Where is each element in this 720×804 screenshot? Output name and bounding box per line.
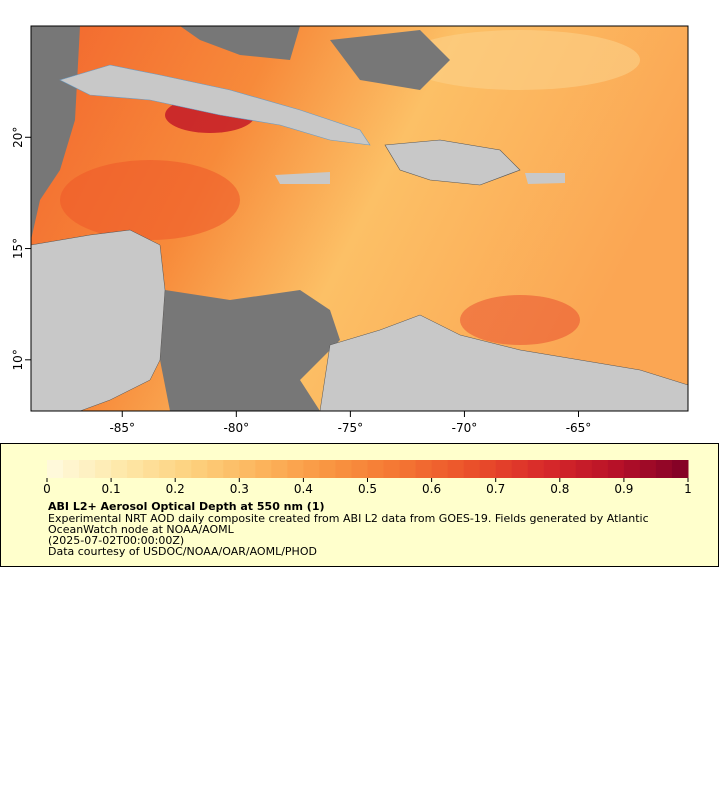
- colorbar-swatch: [47, 460, 64, 478]
- colorbar-swatch: [63, 460, 80, 478]
- y-tick-label: 20°: [11, 127, 25, 148]
- colorbar-swatch: [447, 460, 465, 478]
- colorbar-swatch: [79, 460, 96, 478]
- aod-area: [60, 160, 240, 240]
- colorbar-tick-label: 0.6: [422, 482, 441, 496]
- no-data: [160, 290, 340, 411]
- colorbar-swatch: [607, 460, 625, 478]
- colorbar-swatch: [591, 460, 609, 478]
- colorbar-swatch: [95, 460, 112, 478]
- colorbar: 0 0.1 0.2 0.3 0.4 0.5 0.6 0.7 0.8 0.9 1: [43, 460, 692, 496]
- map-raster: [30, 25, 689, 412]
- colorbar-swatch: [143, 460, 160, 478]
- colorbar-swatch: [495, 460, 513, 478]
- colorbar-swatch: [623, 460, 641, 478]
- colorbar-swatch: [367, 460, 385, 478]
- x-tick-label: -65°: [566, 421, 592, 435]
- colorbar-swatch: [175, 460, 192, 478]
- colorbar-tick-label: 0.1: [102, 482, 121, 496]
- colorbar-tick-label: 0.7: [486, 482, 505, 496]
- y-tick-label: 10°: [11, 349, 25, 370]
- colorbar-swatch: [287, 460, 304, 478]
- x-tick-label: -70°: [452, 421, 478, 435]
- colorbar-swatch: [511, 460, 529, 478]
- no-data: [180, 26, 450, 90]
- colorbar-tick-label: 0.3: [230, 482, 249, 496]
- colorbar-swatch: [543, 460, 561, 478]
- legend-line: Data courtesy of USDOC/NOAA/OAR/AOML/PHO…: [48, 545, 317, 558]
- colorbar-swatch: [303, 460, 320, 478]
- colorbar-tick-label: 0.4: [294, 482, 313, 496]
- colorbar-swatch: [655, 460, 673, 478]
- colorbar-swatch: [319, 460, 336, 478]
- x-tick-label: -75°: [338, 421, 364, 435]
- x-tick-label: -85°: [109, 421, 135, 435]
- axes: -85° -80° -75° -70° -65° 10° 15° 20°: [11, 127, 591, 435]
- colorbar-tick-label: 0.5: [358, 482, 377, 496]
- colorbar-tick-label: 1: [684, 482, 692, 496]
- colorbar-swatch: [127, 460, 144, 478]
- colorbar-swatch: [463, 460, 481, 478]
- land-hispaniola: [384, 139, 521, 186]
- colorbar-swatch: [223, 460, 240, 478]
- colorbar-swatch: [399, 460, 417, 478]
- colorbar-swatch: [335, 460, 352, 478]
- land-jamaica: [275, 172, 330, 184]
- legend-line: Experimental NRT AOD daily composite cre…: [48, 512, 649, 525]
- colorbar-swatch: [351, 460, 368, 478]
- colorbar-swatch: [111, 460, 128, 478]
- land-cuba: [59, 64, 371, 146]
- colorbar-swatch: [575, 460, 593, 478]
- colorbar-tick-label: 0.2: [166, 482, 185, 496]
- colorbar-swatch: [431, 460, 449, 478]
- colorbar-tick-label: 0.9: [614, 482, 633, 496]
- colorbar-swatch: [255, 460, 272, 478]
- legend-title: ABI L2+ Aerosol Optical Depth at 550 nm …: [48, 500, 325, 513]
- colorbar-tick-label: 0.8: [550, 482, 569, 496]
- colorbar-swatch: [559, 460, 577, 478]
- colorbar-swatch: [239, 460, 256, 478]
- aod-area: [460, 295, 580, 345]
- aod-area: [400, 30, 640, 90]
- colorbar-swatch: [383, 460, 401, 478]
- colorbar-swatch: [207, 460, 224, 478]
- colorbar-swatch: [271, 460, 288, 478]
- colorbar-swatch: [159, 460, 176, 478]
- land-puerto-rico: [525, 173, 565, 184]
- colorbar-swatch: [527, 460, 545, 478]
- legend-line: OceanWatch node at NOAA/AOML: [48, 523, 235, 536]
- legend-line: (2025-07-02T00:00:00Z): [48, 534, 184, 547]
- colorbar-swatch: [671, 460, 689, 478]
- colorbar-swatch: [415, 460, 433, 478]
- map-frame: [30, 25, 689, 412]
- colorbar-tick-label: 0: [43, 482, 51, 496]
- colorbar-swatch: [191, 460, 208, 478]
- y-tick-label: 15°: [11, 238, 25, 259]
- colorbar-swatch: [639, 460, 657, 478]
- x-tick-label: -80°: [224, 421, 250, 435]
- colorbar-swatch: [479, 460, 497, 478]
